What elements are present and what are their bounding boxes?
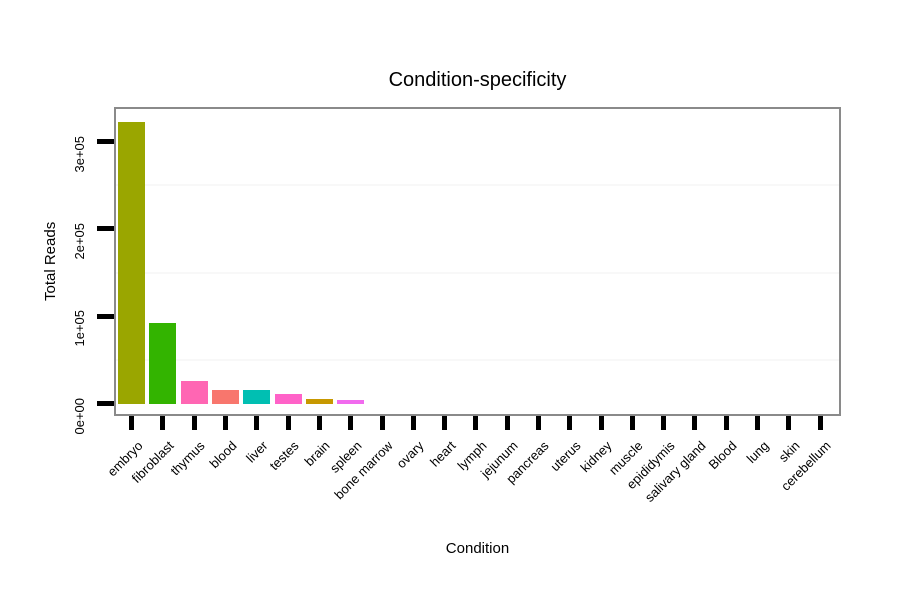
- x-tick: [348, 416, 354, 430]
- x-tick: [755, 416, 760, 430]
- x-tick: [285, 416, 291, 430]
- x-tick: [223, 416, 229, 430]
- x-tick: [129, 416, 135, 430]
- x-tick: [379, 416, 385, 430]
- x-axis-title: Condition: [445, 540, 510, 557]
- x-tick: [629, 416, 635, 430]
- bar-liver: [243, 390, 271, 404]
- x-tick: [567, 416, 573, 430]
- y-tick-label: 2e+05: [72, 222, 87, 260]
- bar-spleen: [337, 399, 365, 404]
- x-tick: [598, 416, 604, 430]
- bar-blood: [212, 390, 240, 404]
- y-axis-title: Total Reads: [42, 221, 59, 302]
- plot-panel: [114, 107, 841, 416]
- x-tick: [535, 416, 541, 430]
- y-tick-label: 1e+05: [72, 310, 87, 347]
- y-tick-label: 0e+00: [72, 397, 87, 435]
- y-tick: [97, 401, 114, 406]
- x-tick: [661, 416, 667, 430]
- x-tick: [410, 416, 416, 430]
- bar-embryo: [118, 122, 146, 404]
- y-tick-label: 3e+05: [72, 135, 87, 173]
- x-tick: [191, 416, 197, 430]
- bar-fibroblast: [149, 323, 177, 404]
- bar-testes: [274, 393, 302, 404]
- y-tick: [97, 226, 114, 232]
- minor-gridline: [116, 184, 839, 187]
- y-tick: [97, 139, 114, 145]
- x-tick: [160, 416, 166, 430]
- x-tick: [254, 416, 260, 430]
- minor-gridline: [116, 358, 839, 361]
- x-tick: [723, 416, 729, 430]
- chart-title: Condition-specificity: [388, 69, 567, 91]
- bar-brain: [305, 398, 333, 404]
- x-tick: [817, 416, 823, 430]
- bar-thymus: [180, 380, 208, 404]
- x-tick: [316, 416, 322, 430]
- x-tick: [473, 416, 479, 430]
- x-tick: [692, 416, 698, 430]
- x-tick: [786, 416, 792, 430]
- x-tick: [442, 416, 448, 430]
- minor-gridline: [116, 271, 839, 274]
- y-tick: [97, 313, 114, 319]
- x-tick: [504, 416, 510, 430]
